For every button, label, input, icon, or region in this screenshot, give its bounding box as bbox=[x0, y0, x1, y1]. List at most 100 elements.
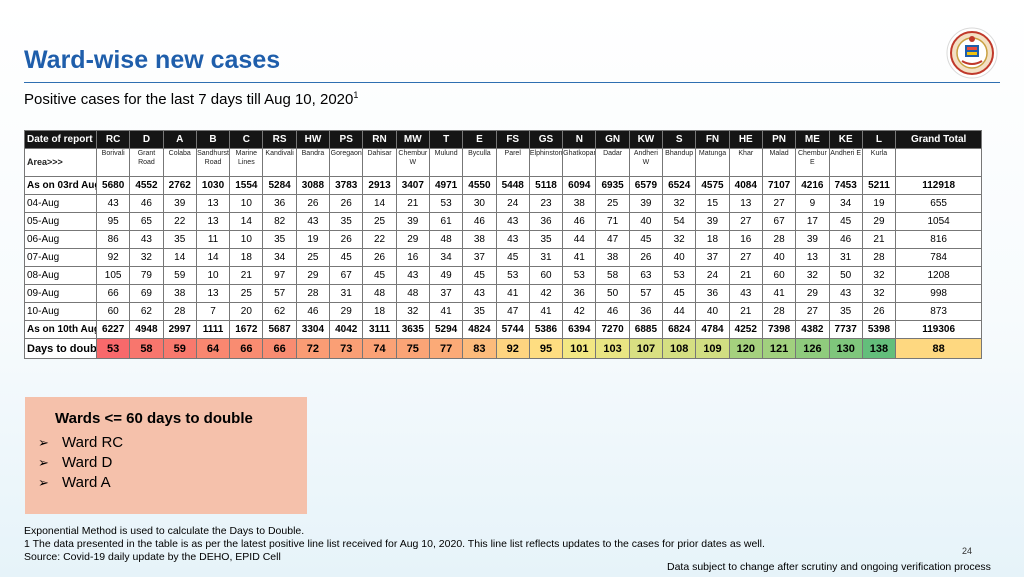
footnote-data-source: 1 The data presented in the table is as … bbox=[24, 538, 765, 550]
ward-list-item: ➢ Ward RC bbox=[38, 433, 123, 453]
case-count-cell: 57 bbox=[262, 284, 297, 303]
case-count-cell: 37 bbox=[428, 284, 464, 303]
case-count-cell: 3407 bbox=[395, 176, 430, 195]
case-count-cell: 65 bbox=[129, 212, 164, 231]
days-to-double-cell: 58 bbox=[129, 338, 164, 359]
case-count-cell: 2997 bbox=[162, 320, 197, 339]
case-count-cell: 16 bbox=[728, 230, 763, 249]
case-count-cell: 3088 bbox=[295, 176, 331, 195]
case-count-cell: 45 bbox=[329, 248, 364, 267]
case-count-cell: 14 bbox=[195, 248, 231, 267]
footnote-marker: 1 bbox=[353, 90, 359, 100]
row-label: 08-Aug bbox=[24, 266, 97, 285]
area-cell: Byculla bbox=[462, 148, 497, 177]
case-count-cell: 35 bbox=[528, 230, 564, 249]
case-count-cell: 7453 bbox=[828, 176, 863, 195]
case-count-cell: 53 bbox=[428, 194, 464, 213]
area-cell: Borivali bbox=[95, 148, 131, 177]
case-count-cell: 37 bbox=[462, 248, 497, 267]
table-row: 04-Aug 43 46 39 13 10 36 26 26 14 21 53 30 24 23 38 25 39… bbox=[24, 194, 983, 213]
case-count-cell: 41 bbox=[562, 248, 597, 267]
header-date-of-report: Date of report bbox=[24, 130, 97, 149]
table-row: 07-Aug 92 32 14 14 18 34 25 45 26 16 34 37 45 31 41 38 26… bbox=[24, 248, 983, 267]
case-count-cell: 32 bbox=[795, 266, 830, 285]
case-count-cell: 47 bbox=[595, 230, 630, 249]
case-count-cell: 45 bbox=[828, 212, 863, 231]
case-count-cell: 6524 bbox=[662, 176, 697, 195]
case-count-cell: 28 bbox=[295, 284, 331, 303]
days-to-double-cell: 109 bbox=[695, 338, 730, 359]
case-count-cell: 24 bbox=[695, 266, 730, 285]
case-count-cell: 46 bbox=[129, 194, 164, 213]
case-count-cell: 26 bbox=[628, 248, 664, 267]
header-ward-a: A bbox=[162, 130, 197, 149]
area-cell: Chembur W bbox=[395, 148, 430, 177]
case-count-cell: 6094 bbox=[562, 176, 597, 195]
case-count-cell: 62 bbox=[262, 302, 297, 321]
case-count-cell: 67 bbox=[761, 212, 797, 231]
case-count-cell: 13 bbox=[795, 248, 830, 267]
case-count-cell: 5294 bbox=[428, 320, 464, 339]
table-row: As on 03rd Aug 5680 4552 2762 1030 1554 5284 30… bbox=[24, 176, 983, 195]
footnote-method: Exponential Method is used to calculate … bbox=[24, 525, 305, 537]
row-label: As on 03rd Aug bbox=[24, 176, 97, 195]
case-count-cell: 58 bbox=[595, 266, 630, 285]
case-count-cell: 10 bbox=[229, 194, 264, 213]
case-count-cell: 36 bbox=[562, 284, 597, 303]
header-ward-s: S bbox=[662, 130, 697, 149]
days-to-double-cell: 66 bbox=[262, 338, 297, 359]
case-count-cell: 29 bbox=[795, 284, 830, 303]
case-count-cell: 26 bbox=[329, 194, 364, 213]
days-to-double-cell: 138 bbox=[861, 338, 897, 359]
case-count-cell: 30 bbox=[462, 194, 497, 213]
days-to-double-cell: 53 bbox=[95, 338, 131, 359]
case-count-cell: 3635 bbox=[395, 320, 430, 339]
case-count-cell: 42 bbox=[562, 302, 597, 321]
case-count-cell: 16 bbox=[395, 248, 430, 267]
header-ward-d: D bbox=[129, 130, 164, 149]
case-count-cell: 35 bbox=[828, 302, 863, 321]
case-count-cell: 13 bbox=[195, 284, 231, 303]
case-count-cell: 43 bbox=[95, 194, 131, 213]
arrow-bullet-icon: ➢ bbox=[38, 475, 49, 490]
case-count-cell: 49 bbox=[428, 266, 464, 285]
case-count-cell: 43 bbox=[495, 230, 530, 249]
area-cell: Dahisar bbox=[362, 148, 397, 177]
case-count-cell: 4575 bbox=[695, 176, 730, 195]
case-count-cell: 48 bbox=[362, 284, 397, 303]
case-count-cell: 6227 bbox=[95, 320, 131, 339]
row-label: 04-Aug bbox=[24, 194, 97, 213]
case-count-cell: 5744 bbox=[495, 320, 530, 339]
case-count-cell: 29 bbox=[295, 266, 331, 285]
case-count-cell: 43 bbox=[295, 212, 331, 231]
case-count-cell: 36 bbox=[528, 212, 564, 231]
table-row: 08-Aug 105 79 59 10 21 97 29 67 45 43 49 45 53 60 53 58 6… bbox=[24, 266, 983, 285]
header-ward-kw: KW bbox=[628, 130, 664, 149]
days-to-double-cell: 74 bbox=[362, 338, 397, 359]
case-count-cell: 92 bbox=[95, 248, 131, 267]
case-count-cell: 4382 bbox=[795, 320, 830, 339]
ward-cases-table-container: Date of report RC D A B C RS HW PS RN MW T E FS GS N GN K… bbox=[24, 130, 983, 359]
case-count-cell: 25 bbox=[295, 248, 331, 267]
case-count-cell: 97 bbox=[262, 266, 297, 285]
case-count-cell: 60 bbox=[95, 302, 131, 321]
case-count-cell: 69 bbox=[129, 284, 164, 303]
area-cell: Malad bbox=[761, 148, 797, 177]
case-count-cell: 43 bbox=[728, 284, 763, 303]
case-count-cell: 14 bbox=[229, 212, 264, 231]
case-count-cell: 41 bbox=[495, 284, 530, 303]
case-count-cell: 1030 bbox=[195, 176, 231, 195]
case-count-cell: 46 bbox=[295, 302, 331, 321]
case-count-cell: 27 bbox=[795, 302, 830, 321]
row-total-cell: 119306 bbox=[895, 320, 983, 339]
case-count-cell: 38 bbox=[462, 230, 497, 249]
case-count-cell: 43 bbox=[828, 284, 863, 303]
header-ward-gn: GN bbox=[595, 130, 630, 149]
case-count-cell: 40 bbox=[761, 248, 797, 267]
case-count-cell: 13 bbox=[195, 194, 231, 213]
days-to-double-cell: 72 bbox=[295, 338, 331, 359]
case-count-cell: 60 bbox=[528, 266, 564, 285]
case-count-cell: 71 bbox=[595, 212, 630, 231]
area-cell: Colaba bbox=[162, 148, 197, 177]
case-count-cell: 44 bbox=[562, 230, 597, 249]
